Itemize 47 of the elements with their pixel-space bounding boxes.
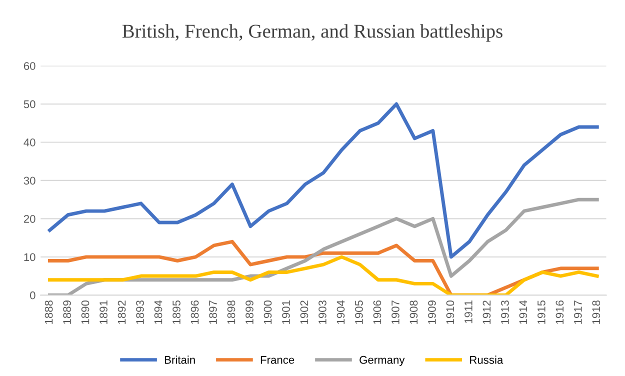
- y-tick-label: 50: [24, 100, 36, 108]
- x-tick-label: 1913: [501, 300, 509, 324]
- x-tick-label: 1917: [574, 300, 582, 324]
- x-tick-label: 1915: [538, 300, 546, 324]
- x-tick-label: 1894: [154, 300, 162, 324]
- y-tick-label: 40: [24, 138, 36, 146]
- x-tick-label: 1911: [464, 300, 472, 324]
- x-tick-label: 1893: [136, 300, 144, 324]
- line-series: [48, 255, 599, 296]
- y-tick-label: 20: [24, 214, 36, 223]
- x-tick-label: 1906: [373, 300, 382, 324]
- x-tick-label: 1888: [44, 300, 53, 324]
- x-tick-label: 1891: [100, 300, 108, 324]
- legend-label: Russia: [470, 356, 504, 364]
- legend-label: France: [260, 356, 294, 364]
- x-tick-label: 1900: [264, 300, 272, 324]
- x-tick-label: 1909: [428, 300, 436, 324]
- x-tick-label: 1907: [392, 300, 400, 324]
- x-tick-label: 1895: [172, 300, 180, 324]
- x-tick-label: 1901: [282, 300, 290, 324]
- y-tick-label: 30: [24, 176, 36, 185]
- legend-label: Britain: [164, 356, 195, 364]
- x-tick-label: 1908: [410, 300, 418, 324]
- x-tick-label: 1890: [81, 300, 90, 324]
- x-tick-label: 1918: [592, 300, 600, 324]
- x-tick-label: 1896: [190, 300, 199, 324]
- x-tick-label: 1912: [482, 300, 491, 324]
- line-series: [48, 240, 599, 296]
- x-tick-label: 1903: [318, 300, 326, 324]
- y-tick-label: 10: [24, 253, 36, 262]
- line-series: [48, 102, 599, 259]
- x-tick-label: 1898: [227, 300, 236, 324]
- x-tick-label: 1910: [446, 300, 454, 324]
- x-tick-label: 1902: [300, 300, 308, 324]
- x-tick-label: 1914: [519, 300, 528, 324]
- line-series: [48, 198, 599, 296]
- y-tick-label: 0: [30, 291, 36, 300]
- legend-label: Germany: [360, 356, 405, 366]
- y-tick-label: 60: [24, 62, 36, 70]
- chart-title: British, French, German, and Russian battleships: [122, 24, 502, 42]
- x-tick-label: 1916: [556, 300, 564, 324]
- x-tick-label: 1897: [209, 300, 217, 324]
- x-tick-label: 1892: [118, 300, 126, 324]
- x-tick-label: 1904: [336, 300, 345, 324]
- x-tick-label: 1889: [63, 300, 71, 324]
- x-tick-label: 1899: [246, 300, 254, 324]
- x-tick-label: 1905: [355, 300, 363, 324]
